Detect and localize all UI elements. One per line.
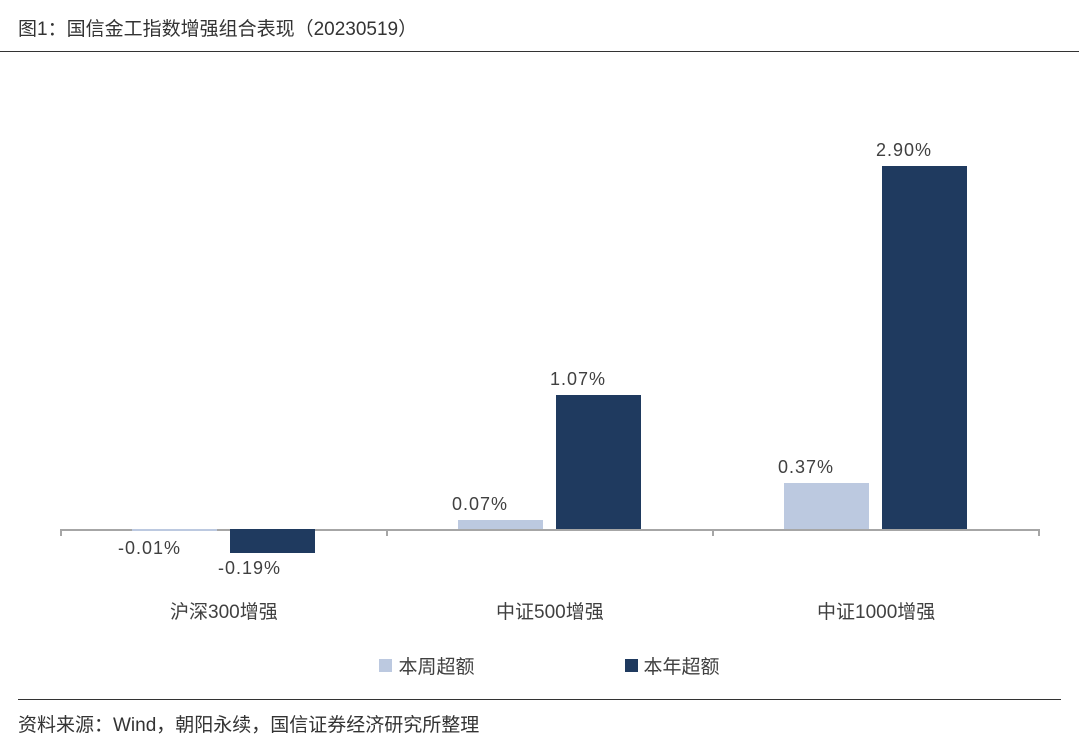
chart-title: 图1：国信金工指数增强组合表现（20230519） (0, 0, 1079, 52)
category-separator (60, 529, 62, 536)
bar-yearly (230, 529, 315, 553)
bar-value-label: 2.90% (876, 140, 932, 161)
legend: 本周超额 本年超额 (60, 652, 1039, 679)
bar-weekly (458, 520, 543, 529)
category-separator (712, 529, 714, 536)
legend-label: 本周超额 (398, 652, 474, 679)
bar-yearly (556, 395, 641, 529)
legend-item-weekly: 本周超额 (379, 652, 474, 679)
legend-item-yearly: 本年超额 (625, 652, 720, 679)
category-label: 中证500增强 (496, 597, 604, 624)
legend-swatch-icon (379, 659, 392, 672)
bar-value-label: 0.37% (778, 457, 834, 478)
chart-area: -0.01% -0.19% 沪深300增强 0.07% 1.07% 中证500增… (0, 52, 1079, 692)
category-separator (386, 529, 388, 536)
legend-swatch-icon (625, 659, 638, 672)
category-label: 沪深300增强 (170, 597, 278, 624)
bar-value-label: -0.01% (118, 538, 181, 559)
category-separator (1038, 529, 1040, 536)
bar-weekly (784, 483, 869, 529)
bar-value-label: -0.19% (218, 558, 281, 579)
bar-weekly (132, 529, 217, 531)
legend-label: 本年超额 (644, 652, 720, 679)
bar-value-label: 0.07% (452, 494, 508, 515)
bar-value-label: 1.07% (550, 369, 606, 390)
category-label: 中证1000增强 (817, 597, 935, 624)
source-text: 资料来源：Wind，朝阳永续，国信证券经济研究所整理 (18, 699, 1061, 737)
bar-yearly (882, 166, 967, 529)
plot-region: -0.01% -0.19% 沪深300增强 0.07% 1.07% 中证500增… (60, 82, 1039, 572)
